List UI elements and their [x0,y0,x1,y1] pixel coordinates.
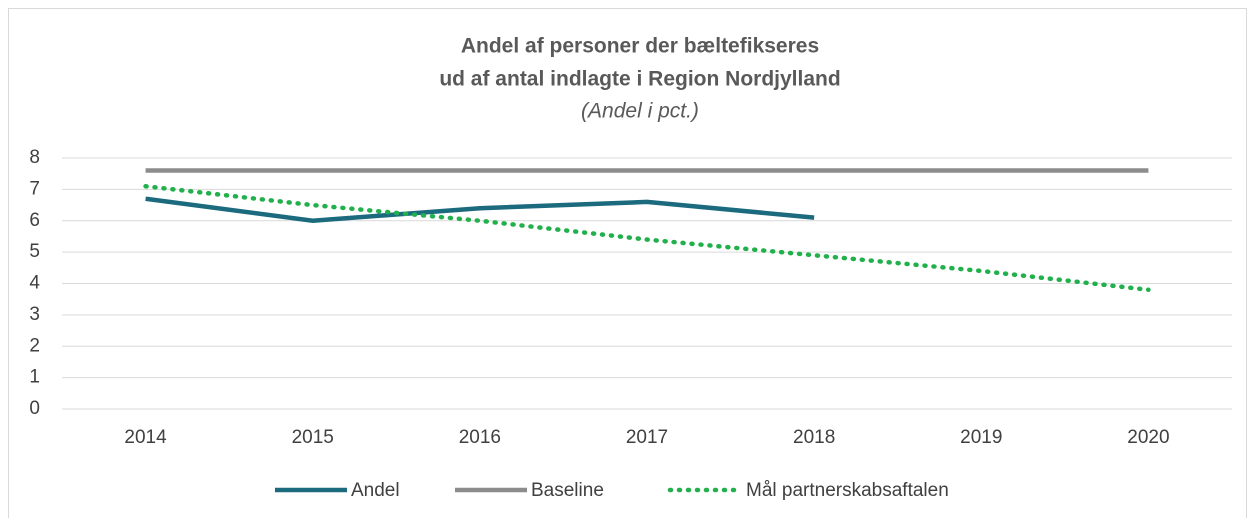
y-tick-label: 0 [29,398,40,419]
x-tick-label: 2017 [626,427,668,448]
y-tick-label: 4 [29,273,40,294]
y-tick-label: 1 [29,367,40,388]
series-line [145,196,815,224]
y-tick-label: 8 [29,147,40,168]
x-tick-label: 2016 [459,427,501,448]
y-tick-label: 6 [29,210,40,231]
legend-label: Andel [351,480,400,501]
legend-label: Baseline [531,480,604,501]
x-tick-label: 2019 [960,427,1002,448]
chart-subtitle: (Andel i pct.) [581,100,699,123]
x-tick-label: 2015 [292,427,334,448]
x-tick-label: 2018 [793,427,835,448]
chart-frame [8,8,1247,518]
legend-label: Mål partnerskabsaftalen [746,480,949,501]
x-tick-label: 2014 [124,427,167,448]
series-line [143,183,1151,293]
chart-title: Andel af personer der bæltefikseres [461,35,819,58]
y-tick-label: 2 [29,335,40,356]
chart-title: ud af antal indlagte i Region Nordjyllan… [439,68,840,91]
y-tick-label: 3 [29,304,40,325]
x-tick-label: 2020 [1127,427,1169,448]
y-tick-label: 7 [29,178,40,199]
y-tick-label: 5 [29,241,40,262]
